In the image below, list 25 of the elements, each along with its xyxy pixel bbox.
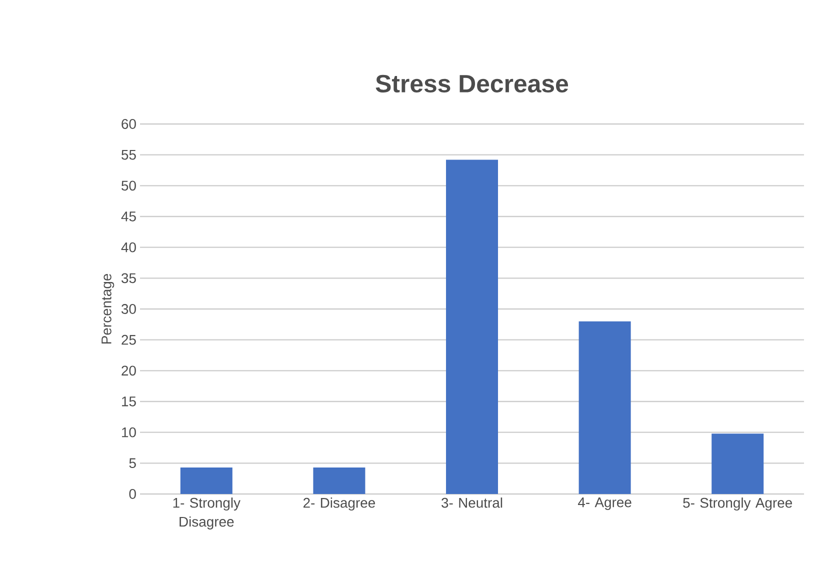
x-tick-label: 2- Disagree (303, 498, 376, 511)
y-axis-title: Percentage (102, 274, 114, 344)
x-tick-label: 1- Strongly Disagree (173, 498, 240, 530)
y-tick-label: 30 (122, 304, 136, 314)
x-tick-label: 5- Strongly Agree (683, 498, 792, 511)
chart-title: Stress Decrease (376, 74, 568, 93)
y-tick-label: 35 (122, 273, 136, 284)
y-tick-label: 60 (122, 119, 136, 129)
bar (180, 467, 232, 494)
y-tick-label: 0 (129, 489, 136, 499)
bar (712, 434, 764, 494)
bar (446, 160, 498, 494)
y-tick-label: 45 (121, 212, 136, 222)
y-tick-label: 55 (122, 150, 136, 160)
y-tick-label: 40 (121, 242, 136, 252)
y-tick-label: 15 (122, 396, 136, 406)
x-tick-label: 3- Neutral (442, 498, 502, 508)
y-tick-label: 25 (122, 334, 136, 345)
y-tick-label: 50 (122, 180, 136, 191)
y-tick-label: 5 (129, 458, 136, 468)
x-tick-label: 4- Agree (578, 498, 632, 510)
y-tick-label: 20 (122, 366, 136, 376)
bar (313, 467, 366, 494)
y-tick-label: 10 (122, 427, 136, 438)
bar (578, 321, 631, 494)
